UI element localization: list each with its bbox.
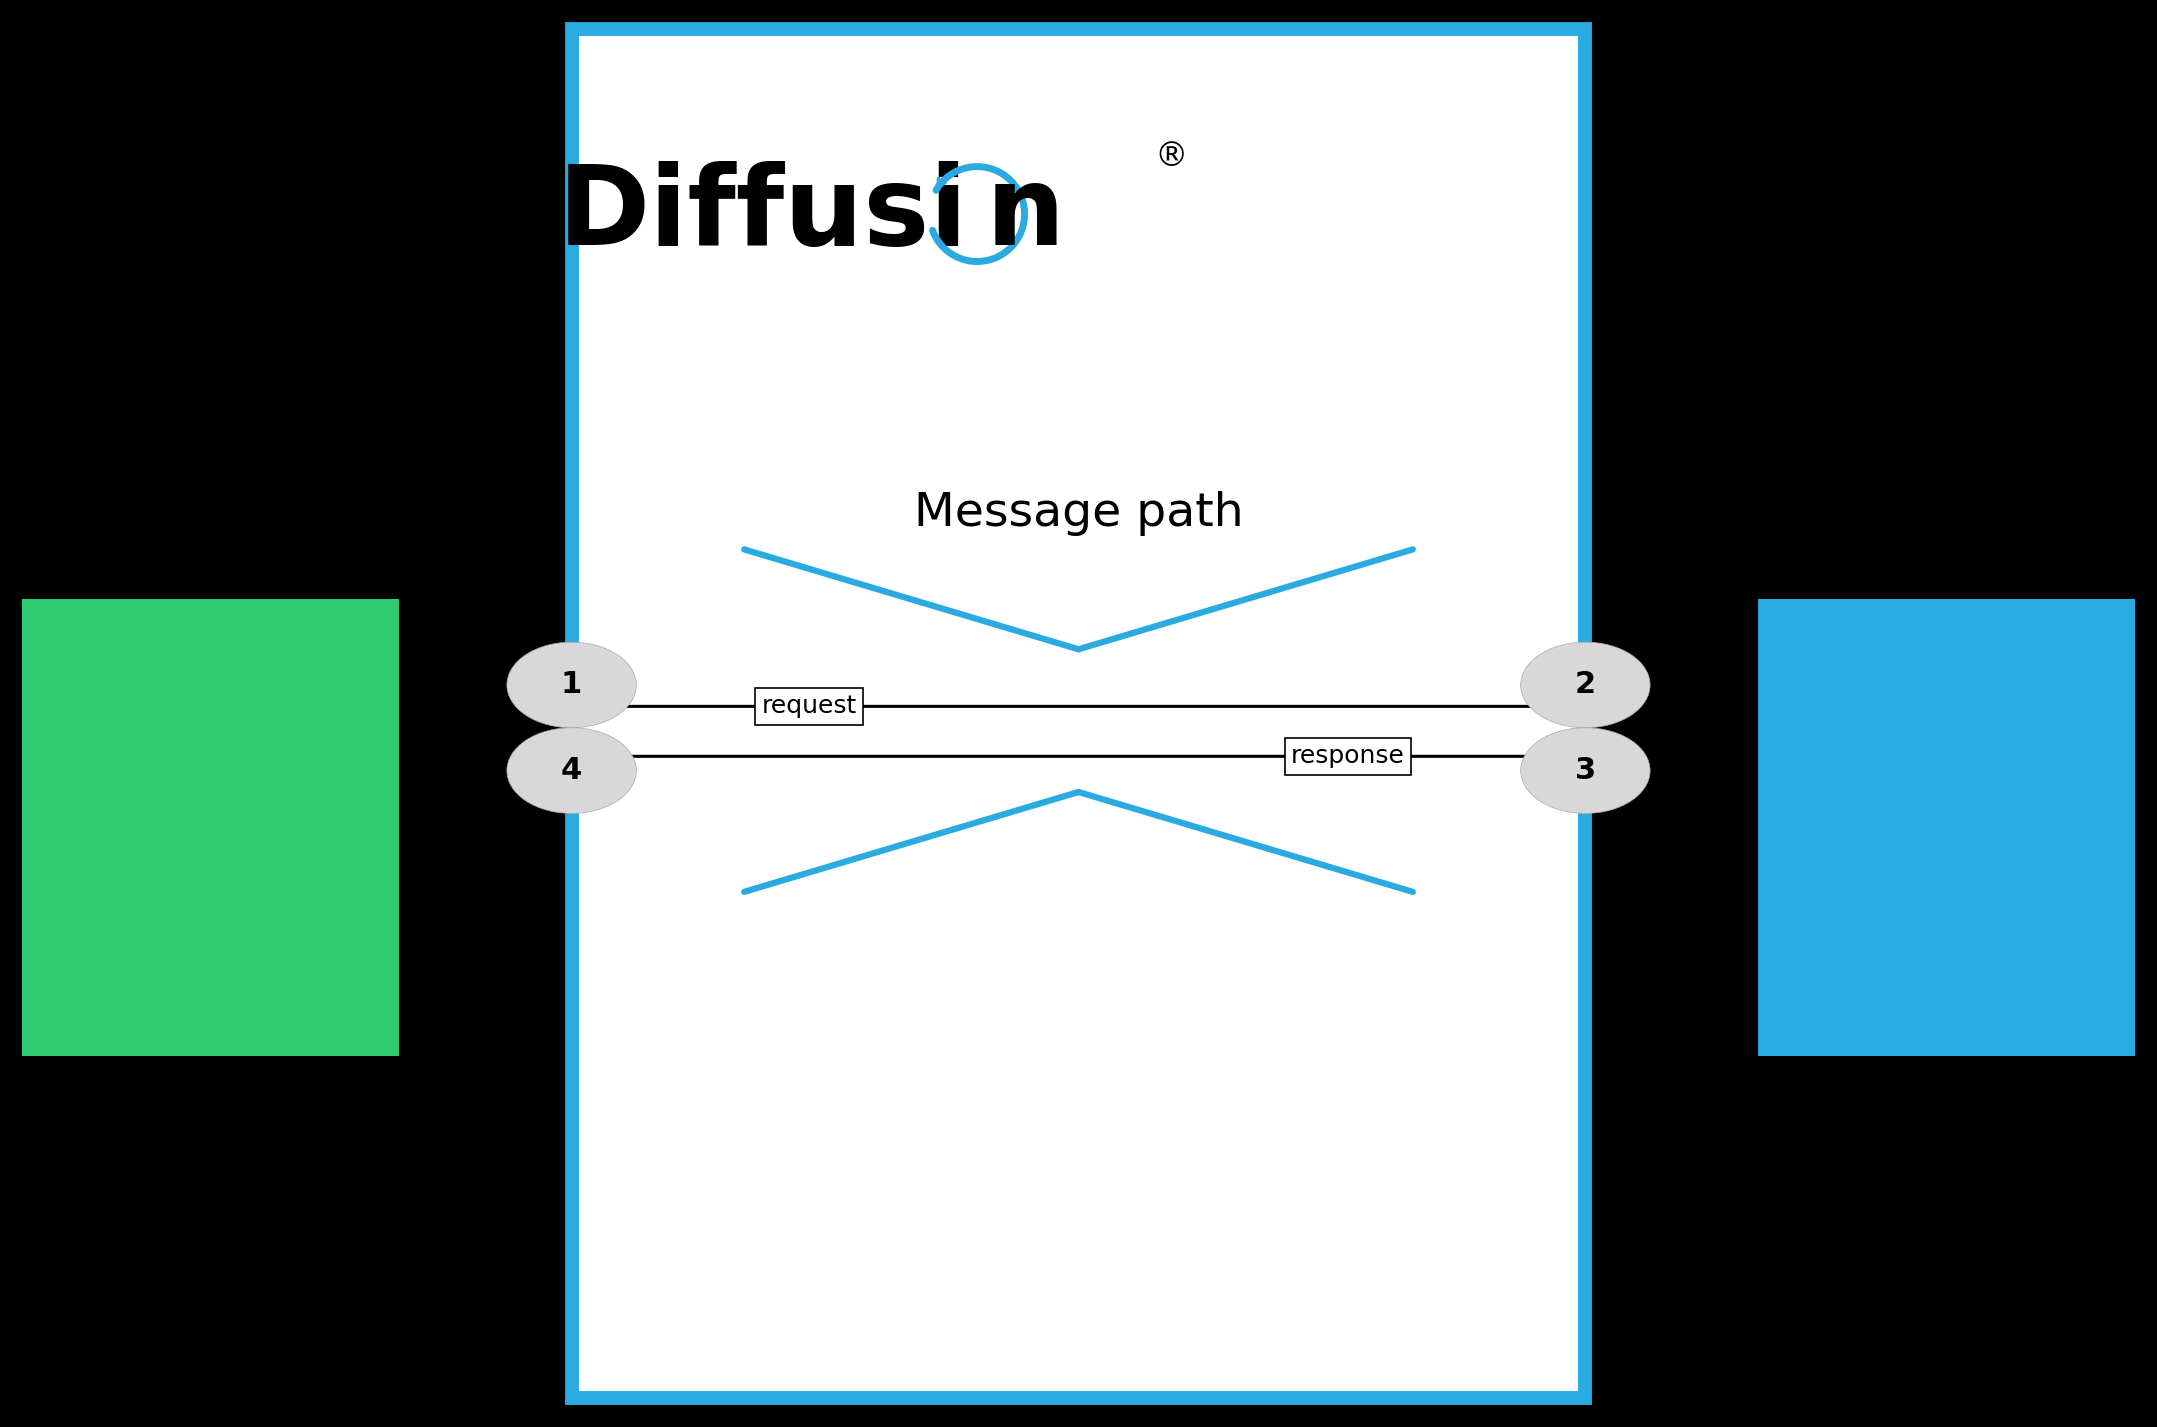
Text: 3: 3 [1575, 756, 1596, 785]
Bar [572, 29, 1585, 1398]
Text: 1: 1 [561, 671, 582, 699]
Text: n: n [986, 161, 1066, 267]
Text: Message path: Message path [915, 491, 1242, 537]
Text: 2: 2 [1575, 671, 1596, 699]
Bar [22, 599, 399, 1056]
Text: request: request [761, 695, 856, 718]
Circle shape [1521, 728, 1650, 813]
Circle shape [507, 642, 636, 728]
Text: ®: ® [1154, 140, 1186, 174]
Text: response: response [1292, 745, 1404, 768]
Text: Diffusi: Diffusi [559, 161, 968, 267]
Bar [1758, 599, 2135, 1056]
Circle shape [1521, 642, 1650, 728]
Circle shape [507, 728, 636, 813]
Text: 4: 4 [561, 756, 582, 785]
